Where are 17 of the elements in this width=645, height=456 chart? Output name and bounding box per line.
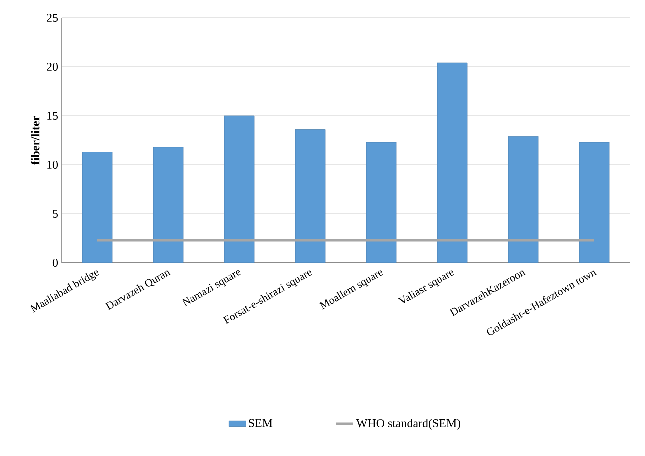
y-axis-title: fiber/liter <box>31 116 40 165</box>
y-tick-label: 20 <box>47 62 58 72</box>
bar <box>82 152 113 263</box>
bar <box>579 142 610 263</box>
y-tick-label: 15 <box>48 112 58 120</box>
legend-label: SEM <box>249 419 273 428</box>
bar <box>508 136 539 263</box>
bar <box>366 142 397 263</box>
y-tick-label: 10 <box>48 160 58 170</box>
bar <box>153 147 184 263</box>
y-tick-label: 0 <box>52 258 58 268</box>
legend-label: WHO standard(SEM) <box>356 419 460 430</box>
y-tick-label: 5 <box>53 210 58 218</box>
y-tick-label: 25 <box>47 14 58 22</box>
bar <box>295 130 326 263</box>
bar <box>437 62 468 263</box>
bar <box>224 116 255 263</box>
